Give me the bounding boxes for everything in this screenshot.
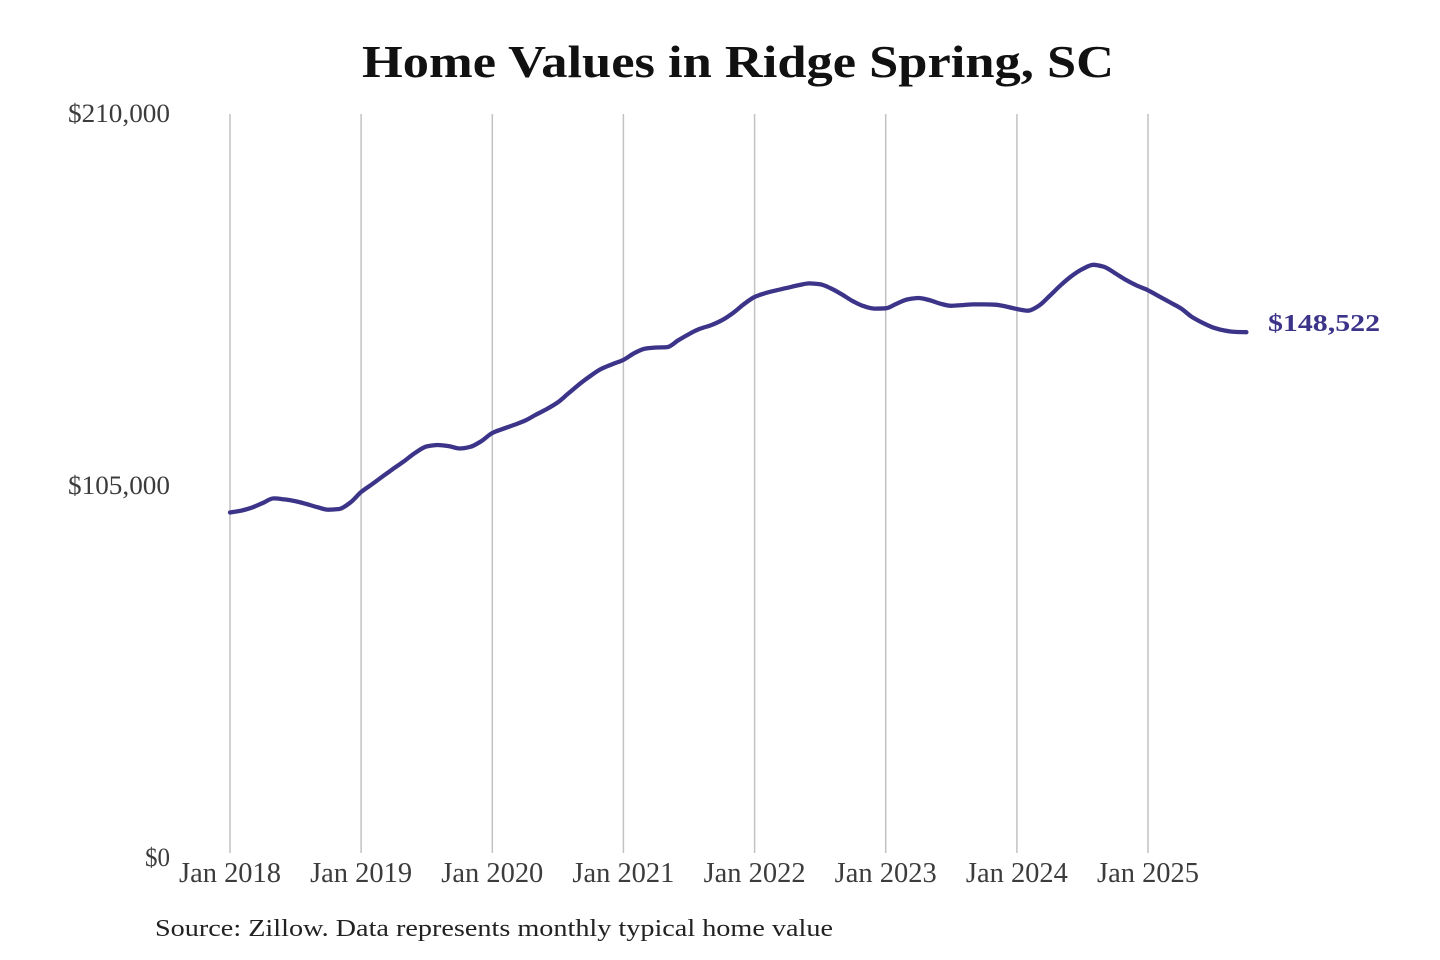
svg-text:Source: Zillow. Data represent: Source: Zillow. Data represents monthly … (155, 916, 833, 942)
svg-text:Jan 2021: Jan 2021 (572, 858, 674, 889)
svg-text:$148,522: $148,522 (1268, 311, 1380, 337)
svg-text:Jan 2022: Jan 2022 (704, 858, 806, 889)
svg-text:Jan 2024: Jan 2024 (966, 858, 1068, 889)
svg-text:$105,000: $105,000 (68, 471, 170, 500)
svg-text:Jan 2018: Jan 2018 (179, 858, 281, 889)
svg-text:$0: $0 (145, 843, 170, 872)
svg-text:Jan 2025: Jan 2025 (1097, 858, 1199, 889)
svg-text:Jan 2019: Jan 2019 (310, 858, 412, 889)
svg-text:Jan 2023: Jan 2023 (835, 858, 937, 889)
svg-text:$210,000: $210,000 (68, 99, 170, 128)
svg-text:Jan 2020: Jan 2020 (441, 858, 543, 889)
svg-text:Home Values in Ridge Spring, S: Home Values in Ridge Spring, SC (362, 36, 1114, 87)
